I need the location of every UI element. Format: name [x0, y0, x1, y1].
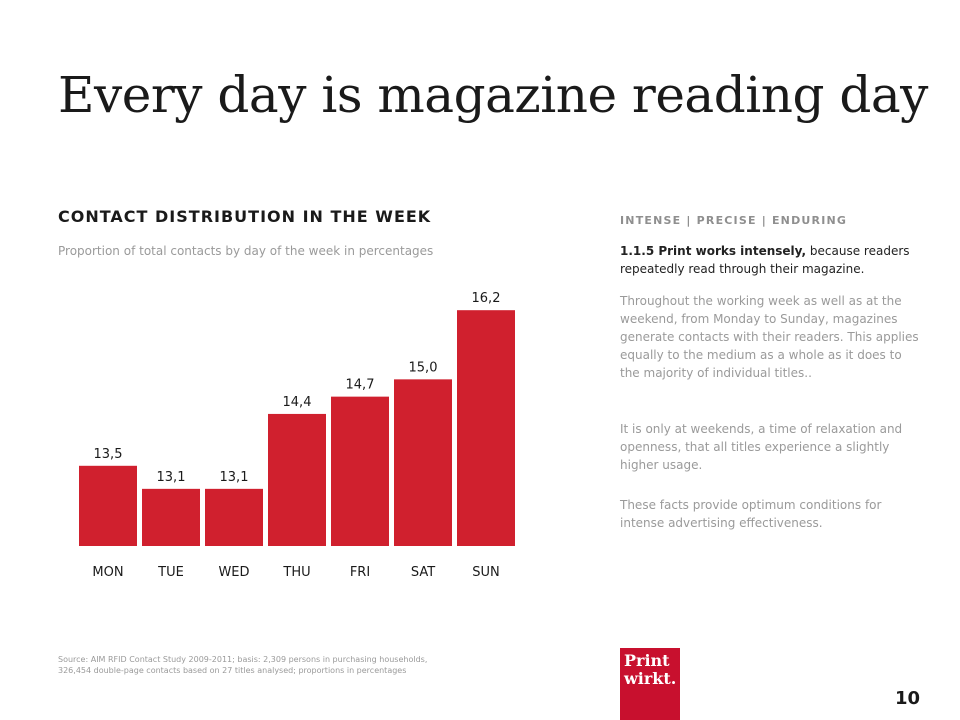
bar-sat — [394, 379, 452, 546]
bar-wed — [205, 488, 263, 546]
value-label-wed: 13,1 — [220, 470, 249, 485]
value-label-fri: 14,7 — [346, 378, 375, 393]
category-label-thu: THU — [282, 565, 310, 580]
bar-tue — [142, 488, 200, 546]
page-title: Every day is magazine reading day — [58, 66, 928, 124]
value-label-mon: 13,5 — [94, 447, 123, 462]
value-label-sat: 15,0 — [409, 360, 438, 375]
category-label-sun: SUN — [472, 565, 500, 580]
chart-subtitle: Proportion of total contacts by day of t… — [58, 244, 434, 258]
print-wirkt-logo: Print wirkt. — [620, 648, 680, 720]
category-label-tue: TUE — [157, 565, 184, 580]
source-line-1: Source: AIM RFID Contact Study 2009-2011… — [58, 655, 428, 664]
category-label-fri: FRI — [350, 565, 370, 580]
side-paragraph-2: It is only at weekends, a time of relaxa… — [620, 422, 903, 472]
side-lead: 1.1.5 Print works intensely, because rea… — [620, 242, 920, 278]
value-label-thu: 14,4 — [283, 395, 312, 410]
side-tagline: INTENSE | PRECISE | ENDURING — [620, 214, 848, 227]
category-label-sat: SAT — [411, 565, 435, 580]
side-paragraph-3: These facts provide optimum conditions f… — [620, 498, 882, 530]
side-lead-rest: because readers repeatedly read through … — [620, 244, 910, 276]
logo-line-1: Print — [624, 651, 670, 670]
category-label-mon: MON — [92, 565, 123, 580]
source-note: Source: AIM RFID Contact Study 2009-2011… — [58, 654, 518, 676]
bar-fri — [331, 396, 389, 546]
value-label-sun: 16,2 — [472, 291, 501, 306]
logo-line-2: wirkt. — [624, 669, 677, 688]
bar-mon — [79, 465, 137, 546]
side-lead-bold: 1.1.5 Print works intensely, — [620, 244, 807, 258]
page-number: 10 — [894, 688, 920, 709]
bar-sun — [457, 310, 515, 546]
value-label-tue: 13,1 — [157, 470, 186, 485]
chart-heading: CONTACT DISTRIBUTION IN THE WEEK — [58, 207, 432, 226]
bar-thu — [268, 413, 326, 546]
source-line-2: 326,454 double-page contacts based on 27… — [58, 666, 407, 675]
side-paragraph-1: Throughout the working week as well as a… — [620, 294, 919, 380]
category-label-wed: WED — [218, 565, 249, 580]
